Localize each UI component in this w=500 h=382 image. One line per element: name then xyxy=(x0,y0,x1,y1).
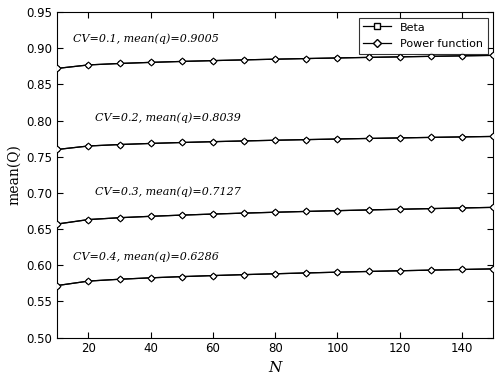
Text: CV=0.2, mean(q)=0.8039: CV=0.2, mean(q)=0.8039 xyxy=(94,113,240,123)
Text: CV=0.4, mean(q)=0.6286: CV=0.4, mean(q)=0.6286 xyxy=(73,252,219,262)
Legend: Beta, Power function: Beta, Power function xyxy=(359,18,488,53)
Text: CV=0.3, mean(q)=0.7127: CV=0.3, mean(q)=0.7127 xyxy=(94,186,240,196)
Text: CV=0.1, mean(q)=0.9005: CV=0.1, mean(q)=0.9005 xyxy=(73,33,219,44)
X-axis label: N: N xyxy=(268,361,282,375)
Y-axis label: mean(Q): mean(Q) xyxy=(7,144,21,205)
